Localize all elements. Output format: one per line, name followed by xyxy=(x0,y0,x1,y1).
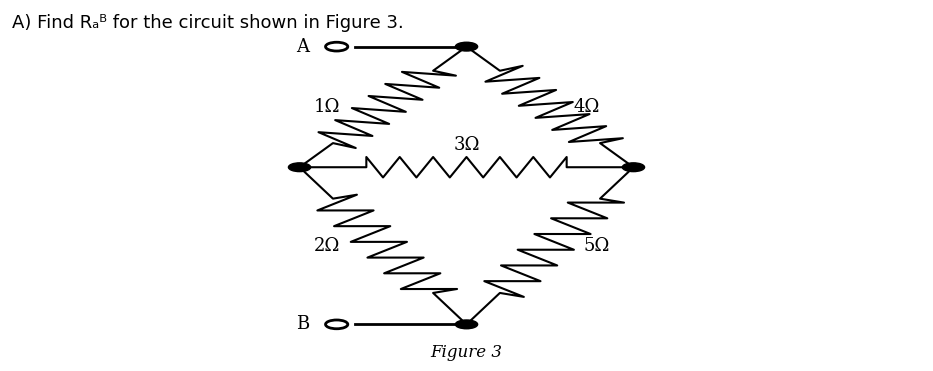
Text: 3Ω: 3Ω xyxy=(453,136,480,154)
Text: B: B xyxy=(296,315,309,334)
Circle shape xyxy=(326,42,348,51)
Text: 2Ω: 2Ω xyxy=(314,237,341,255)
Text: 5Ω: 5Ω xyxy=(583,237,609,255)
Circle shape xyxy=(288,163,311,172)
Circle shape xyxy=(455,320,478,329)
Text: 1Ω: 1Ω xyxy=(314,98,341,116)
Text: A) Find Rₐᴮ for the circuit shown in Figure 3.: A) Find Rₐᴮ for the circuit shown in Fig… xyxy=(12,14,404,32)
Text: 4Ω: 4Ω xyxy=(574,98,600,116)
Circle shape xyxy=(622,163,645,172)
Circle shape xyxy=(455,42,478,51)
Circle shape xyxy=(326,320,348,329)
Text: A: A xyxy=(296,37,309,56)
Text: Figure 3: Figure 3 xyxy=(430,344,503,361)
